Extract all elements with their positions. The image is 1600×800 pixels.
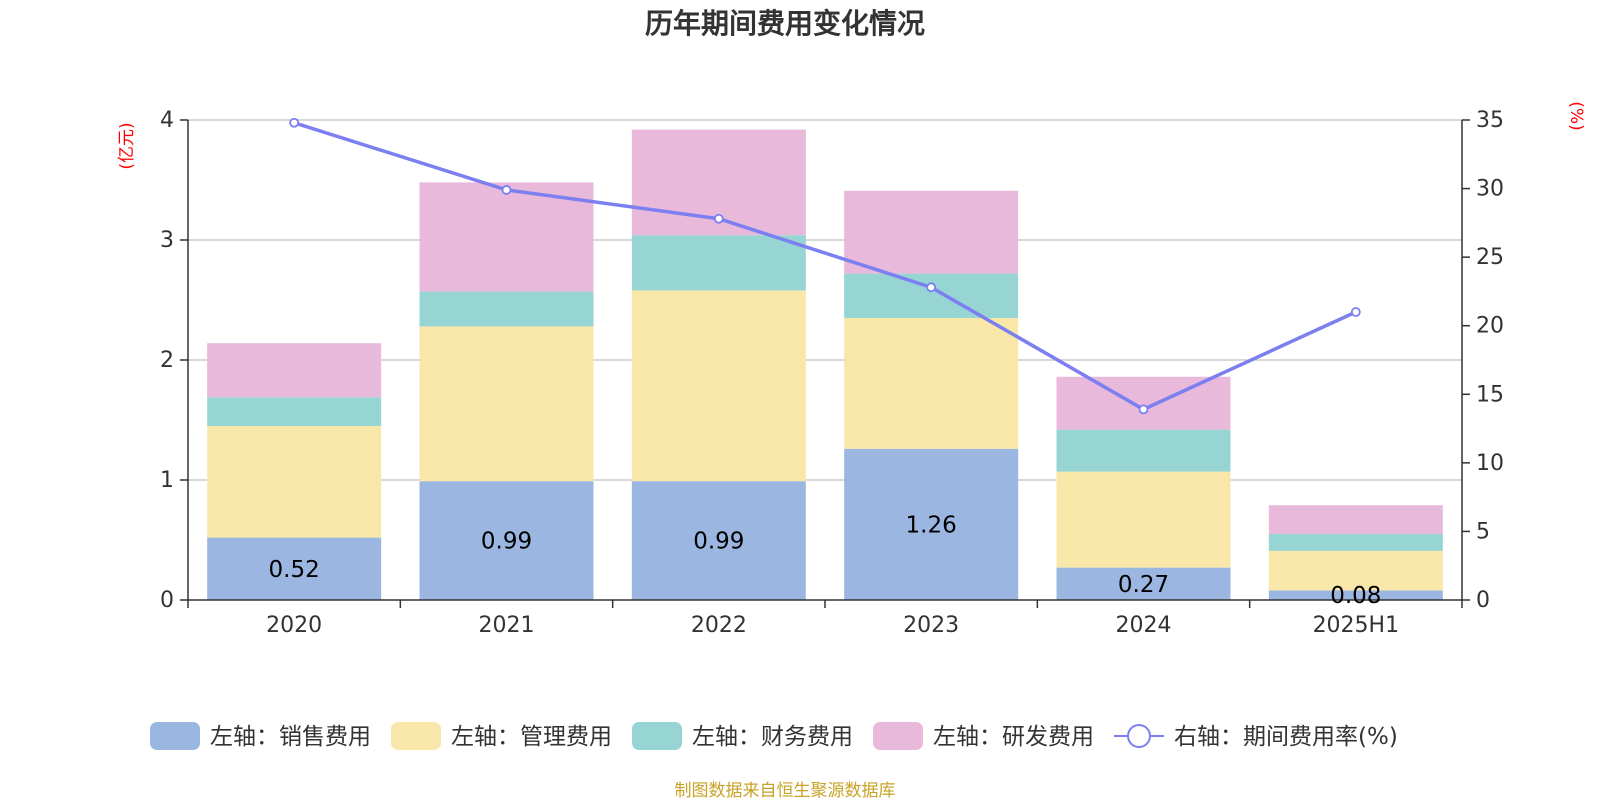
bar-segment: [844, 448, 1019, 600]
bar-segment: [207, 537, 382, 600]
left-axis-tick-label: 4: [160, 108, 174, 133]
bar-data-label: 0.27: [1118, 572, 1169, 598]
bar-segment: [207, 426, 382, 538]
line-point: [289, 117, 300, 128]
x-axis-tick-label: 2023: [903, 613, 959, 638]
line-series: [289, 117, 1361, 415]
line-point: [1138, 404, 1149, 415]
legend-swatch: [391, 722, 441, 750]
right-axis-tick-label: 5: [1476, 519, 1490, 544]
bar-segment: [1056, 429, 1231, 472]
bar-segment: [419, 182, 594, 292]
right-axis-tick-label: 35: [1476, 108, 1504, 133]
right-axis-unit: (%): [1566, 101, 1586, 130]
x-axis-tick-label: 2021: [479, 613, 535, 638]
bar-segment: [631, 235, 806, 291]
bar-segment: [844, 273, 1019, 318]
bar-segment: [1056, 376, 1231, 430]
right-axis-tick-label: 30: [1476, 177, 1504, 202]
left-axis-unit: (亿元): [117, 122, 137, 169]
bar-segment: [419, 291, 594, 327]
left-axis-tick-label: 2: [160, 348, 174, 373]
right-axis-tick-label: 20: [1476, 314, 1504, 339]
line-point: [1350, 307, 1361, 317]
bar-data-label: 0.99: [693, 529, 744, 555]
right-axis-tick-label: 15: [1476, 382, 1504, 407]
right-axis-tick-label: 10: [1476, 451, 1504, 476]
bar-segment: [631, 290, 806, 482]
line-point: [501, 185, 512, 195]
x-axis-tick-label: 2022: [691, 613, 747, 638]
left-axis-tick-label: 0: [160, 588, 174, 613]
legend-label: 左轴：管理费用: [451, 724, 612, 750]
bar-segment: [1056, 567, 1231, 600]
legend-label: 左轴：销售费用: [210, 724, 371, 750]
x-axis-tick-label: 2020: [266, 613, 322, 638]
bar-segment: [631, 481, 806, 600]
line-point: [926, 282, 937, 293]
chart-title: 历年期间费用变化情况: [645, 7, 925, 40]
line-series-path: [293, 121, 1357, 412]
bar-series: [207, 129, 1443, 600]
line-point: [713, 213, 724, 224]
bar-segment: [1056, 471, 1231, 568]
legend-label: 左轴：研发费用: [933, 724, 1094, 750]
right-axis-tick-label: 0: [1476, 588, 1490, 613]
legend-swatch: [150, 722, 200, 750]
bar-segment: [1268, 534, 1443, 551]
x-axis-tick-label: 2024: [1116, 613, 1172, 638]
bar-segment: [1268, 550, 1443, 591]
left-axis-tick-label: 3: [160, 228, 174, 253]
x-axis-tick-label: 2025H1: [1313, 613, 1400, 638]
axes: 0 1 2 3 4 0 5 10 15 20 25 30 35 2020 2021 2022 2023 2024 2…: [160, 108, 1504, 638]
bar-segment: [844, 318, 1019, 449]
bar-data-label: 1.26: [906, 512, 957, 538]
bar-segment: [207, 343, 382, 398]
bar-data-label: 0.08: [1330, 583, 1381, 609]
bar-segment: [844, 190, 1019, 274]
legend-swatch-marker: [1127, 724, 1151, 748]
bar-segment: [207, 397, 382, 426]
bar-labels: 0.52 0.99 0.99 1.26 0.27 0.08: [269, 512, 1382, 609]
left-axis-tick-label: 1: [160, 468, 174, 493]
legend: 左轴：销售费用 左轴：管理费用 左轴：财务费用 左轴：研发费用 右轴：期间费用率(%): [150, 722, 1398, 750]
legend-label: 右轴：期间费用率(%): [1174, 724, 1398, 750]
legend-swatch: [632, 722, 682, 750]
bar-segment: [419, 481, 594, 600]
bar-data-label: 0.99: [481, 529, 532, 555]
bar-segment: [1268, 590, 1443, 600]
bar-segment: [419, 326, 594, 482]
legend-swatch: [873, 722, 923, 750]
source-note: 制图数据来自恒生聚源数据库: [675, 781, 896, 800]
right-axis-tick-label: 25: [1476, 245, 1504, 270]
bar-data-label: 0.52: [269, 557, 320, 583]
bar-segment: [1268, 505, 1443, 534]
legend-label: 左轴：财务费用: [692, 724, 853, 750]
